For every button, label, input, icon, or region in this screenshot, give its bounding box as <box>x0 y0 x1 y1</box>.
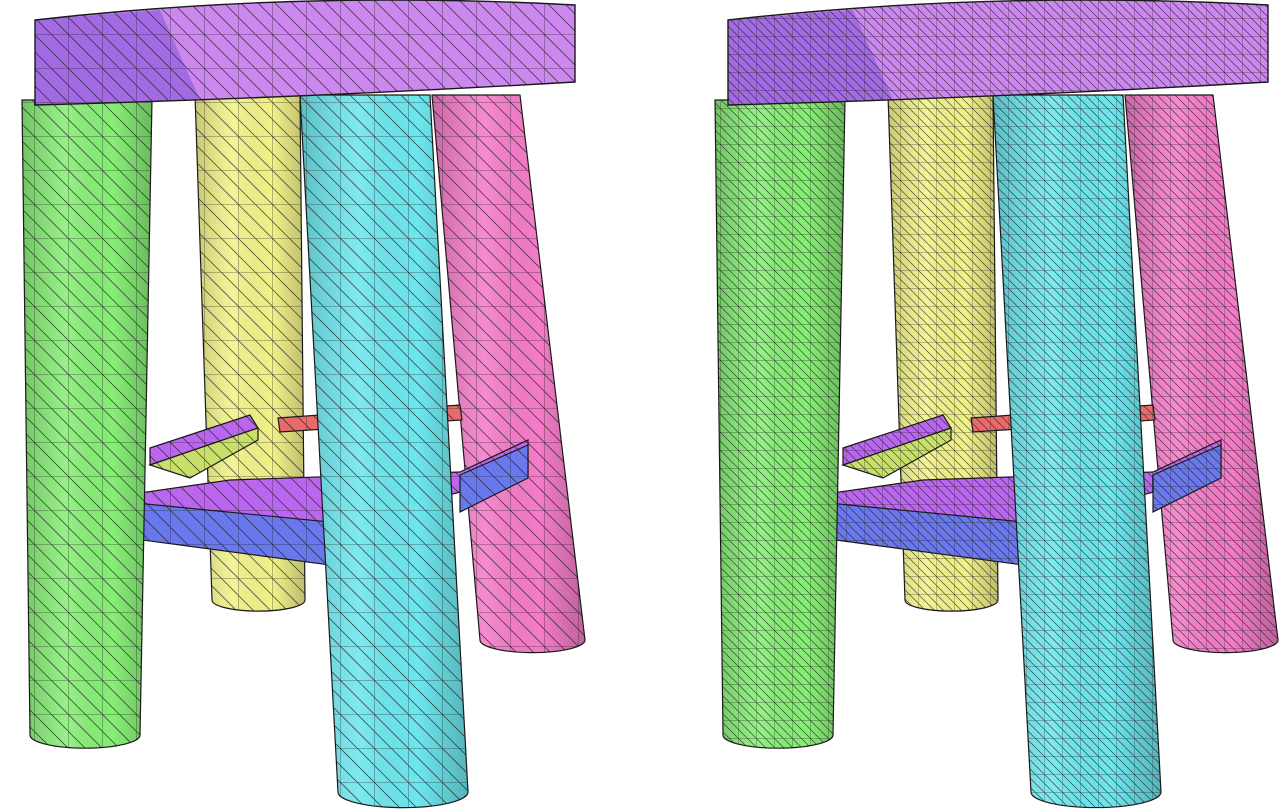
leg-front-right <box>992 94 1162 809</box>
leg-front-left <box>21 99 153 749</box>
seat <box>34 0 576 106</box>
leg-back-right <box>431 94 586 654</box>
leg-front-left <box>714 99 846 749</box>
stool-panel-right <box>714 0 1279 809</box>
stool-panel-left <box>21 0 586 809</box>
rung-front-side <box>459 444 529 513</box>
rung-left <box>841 427 952 479</box>
seat <box>727 0 1269 106</box>
leg-back-right <box>1124 94 1279 654</box>
rung-left <box>148 427 259 479</box>
rung-front-side <box>1152 444 1222 513</box>
leg-front-right <box>299 94 469 809</box>
